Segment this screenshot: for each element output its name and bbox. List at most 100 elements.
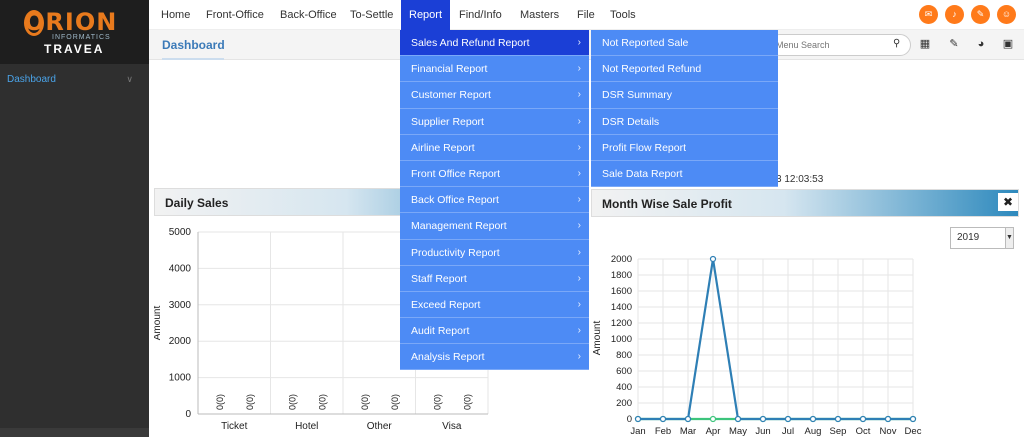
chevron-right-icon: › [577, 63, 581, 75]
menu-item-management-report[interactable]: Management Report › [400, 213, 589, 240]
menu-item-supplier-report[interactable]: Supplier Report › [400, 109, 589, 135]
menu-item-back-office-report[interactable]: Back Office Report › [400, 187, 589, 214]
y-tick-label: 800 [616, 350, 632, 361]
y-tick-label: 600 [616, 366, 632, 377]
bar-data-label: 0(0) [287, 394, 297, 410]
y-tick-label: 1200 [611, 318, 632, 329]
menu-item-label: Supplier Report [411, 115, 484, 128]
series-line [638, 258, 913, 421]
y-tick-label: 5000 [169, 227, 192, 238]
search-icon[interactable]: ⚲ [893, 38, 901, 49]
menu-item-exceed-report[interactable]: Exceed Report › [400, 292, 589, 319]
bell-icon[interactable]: ♪ [945, 5, 964, 24]
month-profit-header: Month Wise Sale Profit [591, 189, 1019, 217]
nav-item-masters[interactable]: Masters [520, 9, 560, 21]
menu-item-sales-and-refund-report[interactable]: Sales And Refund Report › [400, 30, 589, 57]
menu-item-label: Customer Report [411, 89, 491, 102]
nav-item-file[interactable]: File [577, 9, 595, 21]
menu-item-airline-report[interactable]: Airline Report › [400, 135, 589, 161]
y-tick-label: 400 [616, 382, 632, 393]
close-icon[interactable]: ✖ [998, 193, 1018, 211]
logo-brand: ORION [24, 8, 118, 36]
logo-product: TRAVEA [44, 42, 105, 56]
chevron-right-icon: › [577, 220, 581, 232]
y-axis-label: Amount [154, 306, 163, 341]
submenu-item-not-reported-refund[interactable]: Not Reported Refund [591, 56, 778, 83]
menu-item-productivity-report[interactable]: Productivity Report › [400, 240, 589, 266]
menu-item-financial-report[interactable]: Financial Report › [400, 56, 589, 83]
bar-data-label: 0(0) [390, 394, 400, 410]
chevron-right-icon: › [577, 167, 581, 179]
sidebar-item-dashboard[interactable]: Dashboard ∨ [0, 70, 149, 92]
y-tick-label: 1000 [611, 334, 632, 345]
menu-item-label: Sales And Refund Report [411, 37, 530, 49]
brush-icon[interactable]: ✎ [971, 5, 990, 24]
data-point [634, 415, 642, 423]
nav-item-front-office[interactable]: Front-Office [206, 9, 264, 21]
speedometer-icon[interactable]: ◕ [977, 38, 985, 50]
submenu-item-sale-data-report[interactable]: Sale Data Report [591, 161, 778, 188]
x-tick-label: Jan [630, 426, 645, 437]
y-tick-label: 1800 [611, 270, 632, 281]
daily-sales-chart: 0 1000 2000 3000 4000 5000 Ticket 0(0) 0(0) Hotel… [154, 227, 489, 432]
submenu-item-not-reported-sale[interactable]: Not Reported Sale [591, 30, 778, 57]
last-login-timestamp: 3 12:03:53 [776, 174, 824, 185]
grid-icon[interactable]: ▦ [919, 38, 931, 50]
menu-item-customer-report[interactable]: Customer Report › [400, 82, 589, 109]
x-tick-label: May [729, 426, 747, 437]
menu-item-analysis-report[interactable]: Analysis Report › [400, 344, 589, 371]
submenu-item-profit-flow-report[interactable]: Profit Flow Report [591, 135, 778, 161]
chevron-right-icon: › [577, 351, 581, 363]
nav-item-tools[interactable]: Tools [610, 9, 636, 21]
nav-item-find-info[interactable]: Find/Info [459, 9, 502, 21]
mail-icon[interactable]: ✉ [919, 5, 938, 24]
sidebar-item-label: Dashboard [7, 74, 56, 85]
nav-item-to-settle[interactable]: To-Settle [350, 9, 394, 21]
menu-search-input[interactable] [769, 34, 911, 56]
chevron-right-icon: › [577, 89, 581, 101]
menu-item-staff-report[interactable]: Staff Report › [400, 266, 589, 292]
user-icon[interactable]: ☺ [997, 5, 1016, 24]
daily-sales-title: Daily Sales [165, 196, 229, 210]
x-tick-label: Hotel [295, 421, 318, 432]
sidebar: ORION INFORMATICS TRAVEA Dashboard ∨ [0, 0, 149, 437]
menu-item-label: Analysis Report [411, 351, 485, 364]
data-point [734, 415, 742, 423]
data-point [884, 415, 892, 423]
fullscreen-icon[interactable]: ▣ [1002, 38, 1014, 50]
menu-item-label: Financial Report [411, 63, 488, 76]
data-point [834, 415, 842, 423]
data-point [909, 415, 917, 423]
menu-item-audit-report[interactable]: Audit Report › [400, 318, 589, 345]
y-tick-label: 2000 [169, 336, 192, 347]
submenu-item-dsr-details[interactable]: DSR Details [591, 109, 778, 135]
translate-icon[interactable]: ✎ [949, 38, 959, 50]
chevron-right-icon: › [577, 141, 581, 153]
menu-item-label: Front Office Report [411, 167, 501, 180]
y-tick-label: 1600 [611, 286, 632, 297]
chevron-right-icon: › [577, 37, 581, 48]
x-tick-label: Ticket [221, 421, 248, 432]
chevron-right-icon: › [577, 194, 581, 206]
data-point [659, 415, 667, 423]
menu-item-front-office-report[interactable]: Front Office Report › [400, 161, 589, 188]
nav-item-report[interactable]: Report [401, 0, 451, 30]
page-title[interactable]: Dashboard [162, 38, 225, 52]
logo-tagline: INFORMATICS [52, 34, 111, 41]
x-tick-label: Feb [655, 426, 671, 437]
logo[interactable]: ORION INFORMATICS TRAVEA [0, 0, 149, 64]
nav-item-home[interactable]: Home [161, 9, 191, 21]
nav-item-back-office[interactable]: Back-Office [280, 9, 337, 21]
year-select[interactable]: 2019 ▼ [950, 227, 1014, 249]
x-tick-label: Jul [782, 426, 794, 437]
menu-item-label: Airline Report [411, 141, 475, 154]
submenu-item-dsr-summary[interactable]: DSR Summary [591, 82, 778, 109]
bar-data-label: 0(0) [245, 394, 255, 410]
x-tick-label: Jun [755, 426, 770, 437]
y-tick-label: 3000 [169, 300, 192, 311]
data-point [859, 415, 867, 423]
bar-data-label: 0(0) [318, 394, 328, 410]
x-tick-label: Nov [880, 426, 897, 437]
y-axis-label: Amount [592, 321, 603, 356]
top-navigation: Home Front-Office Back-Office To-Settle Repo… [149, 0, 1024, 30]
